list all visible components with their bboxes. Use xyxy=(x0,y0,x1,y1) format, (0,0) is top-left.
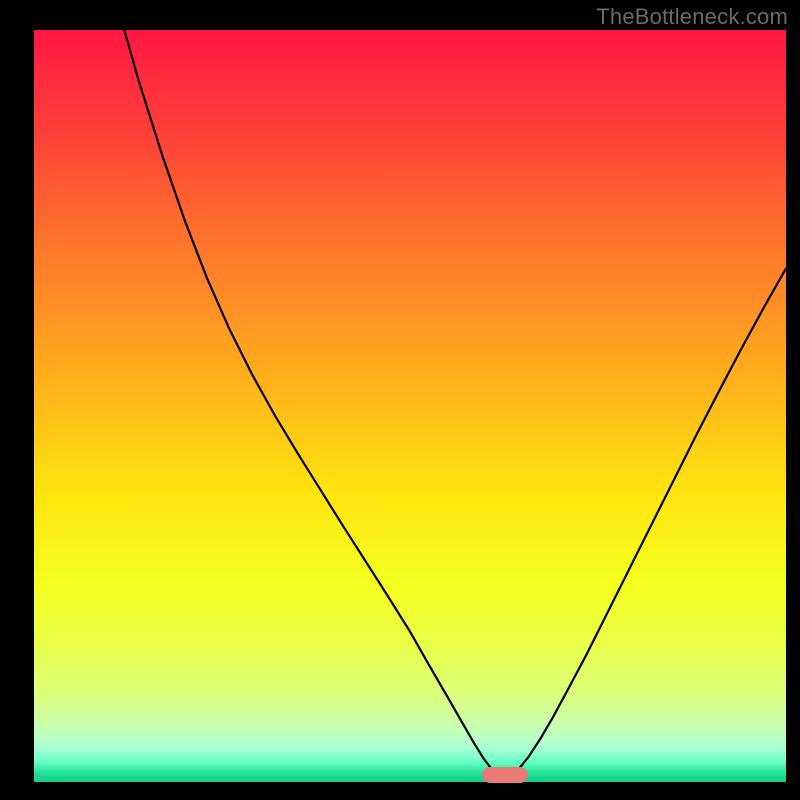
chart-root: TheBottleneck.com xyxy=(0,0,800,800)
plot-area xyxy=(34,30,786,782)
gradient-background xyxy=(34,30,786,782)
minimum-marker xyxy=(482,767,528,783)
watermark-label: TheBottleneck.com xyxy=(596,4,788,30)
plot-svg xyxy=(34,30,786,782)
